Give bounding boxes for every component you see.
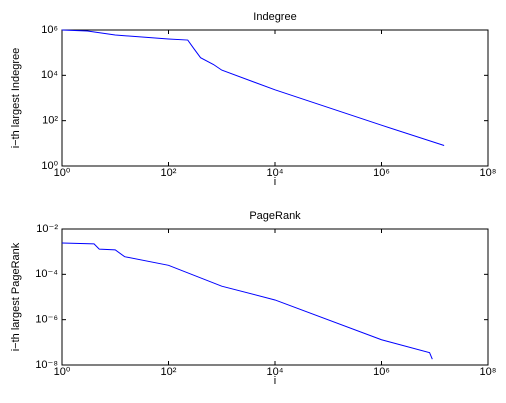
y-axis-label: i−th largest PageRank xyxy=(10,242,22,351)
x-tick-label: 10⁶ xyxy=(373,167,390,179)
y-tick-label: 10² xyxy=(42,115,58,127)
y-tick-label: 10⁴ xyxy=(41,69,58,81)
chart-title: Indegree xyxy=(253,11,296,23)
y-tick-label: 10⁻⁴ xyxy=(35,268,58,280)
plot-frame xyxy=(61,29,489,167)
x-tick-label: 10⁴ xyxy=(267,366,284,378)
y-tick-label: 10⁻⁶ xyxy=(35,314,58,326)
x-tick-label: 10² xyxy=(161,366,177,378)
data-line xyxy=(61,29,445,147)
x-tick-label: 10⁰ xyxy=(54,366,71,378)
y-axis-label: i−th largest Indegree xyxy=(10,48,22,149)
x-tick-label: 10² xyxy=(161,167,177,179)
x-tick-label: 10⁶ xyxy=(373,366,390,378)
x-axis-label: i xyxy=(274,375,276,387)
data-line xyxy=(61,242,433,360)
y-tick-label: 10⁰ xyxy=(41,160,58,172)
chart-title: PageRank xyxy=(249,210,301,222)
y-tick-label: 10⁻⁸ xyxy=(35,359,58,371)
x-tick-label: 10⁴ xyxy=(267,167,284,179)
x-tick-label: 10⁰ xyxy=(54,167,71,179)
x-axis-label: i xyxy=(274,176,276,188)
plot-frame xyxy=(61,228,489,366)
x-tick-label: 10⁸ xyxy=(480,167,497,179)
y-tick-label: 10⁶ xyxy=(41,24,58,36)
y-tick-label: 10⁻² xyxy=(36,223,58,235)
x-tick-label: 10⁸ xyxy=(480,366,497,378)
